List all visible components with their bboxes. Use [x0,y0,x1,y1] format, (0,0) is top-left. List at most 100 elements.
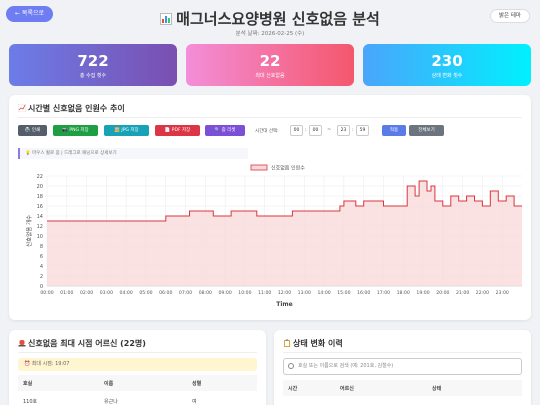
theme-toggle-button[interactable]: 밝은 테마 [490,9,530,23]
end-minute-input[interactable]: 59 [356,125,369,136]
back-button[interactable]: ← 목록으로 [6,6,54,22]
x-tick-label: 06:00 [159,290,172,296]
x-tick-label: 22:00 [476,290,489,296]
x-tick-label: 09:00 [219,290,232,296]
search-icon [288,363,294,369]
x-tick-label: 01:00 [60,290,73,296]
x-tick-label: 10:00 [238,290,251,296]
x-tick-label: 15:00 [337,290,350,296]
x-tick-label: 16:00 [357,290,370,296]
stat-card-max: 22 최대 신호없음 [186,44,354,86]
pdf-save-button[interactable]: 📄 PDF 저장 [155,125,200,136]
line-chart[interactable]: 신호없음 인원수 0 2 4 6 8 10 12 14 16 18 20 22 00:00 01:00 02… [9,161,531,316]
max-time-banner: ⏰ 최대 시점: 19:07 [18,358,257,371]
x-tick-label: 14:00 [317,290,330,296]
chart-section-title-text: 시간별 신호없음 인원수 추이 [28,104,125,113]
stat-card-changes: 230 상태 변화 횟수 [363,44,531,86]
y-tick-label: 0 [40,284,43,290]
time-range-label: 시간대 선택: [255,129,279,134]
status-history-title: 상태 변화 이력 [283,338,343,349]
y-tick-label: 8 [40,244,43,250]
png-save-button[interactable]: 📷 PNG 저장 [53,125,98,136]
history-search-input[interactable]: 호실 또는 이름으로 검색 (예: 201호, 김철수) [283,358,522,375]
col-status: 상태 [432,386,442,392]
x-tick-label: 08:00 [199,290,212,296]
stat-label: 상태 변화 횟수 [431,73,463,79]
chart-section-title: 시간별 신호없음 인원수 추이 [18,103,125,114]
show-all-button[interactable]: 전체보기 [409,125,444,136]
series-area [47,181,522,286]
x-tick-label: 00:00 [40,290,53,296]
x-tick-label: 07:00 [179,290,192,296]
y-tick-label: 22 [37,174,43,180]
x-tick-label: 21:00 [456,290,469,296]
col-room: 호실 [23,381,33,387]
x-tick-label: 13:00 [298,290,311,296]
x-tick-label: 23:00 [496,290,509,296]
y-tick-label: 6 [40,254,43,260]
page-title: 매그너스요양병원 신호없음 분석 [0,8,540,29]
table-header [18,375,257,391]
divider [283,352,522,353]
page-title-text: 매그너스요양병원 신호없음 분석 [176,10,380,28]
clipboard-icon [284,339,290,347]
print-button[interactable]: 🖨️ 인쇄 [18,125,47,136]
siren-icon [18,340,26,347]
table-cell: 110호 [23,399,38,405]
table-cell: 여 [192,399,197,405]
x-tick-label: 04:00 [120,290,133,296]
y-tick-label: 18 [37,194,43,200]
divider [18,352,257,353]
x-tick-label: 12:00 [278,290,291,296]
x-tick-label: 11:00 [258,290,271,296]
search-placeholder: 호실 또는 이름으로 검색 (예: 201호, 김철수) [298,363,394,369]
start-minute-input[interactable]: 00 [309,125,322,136]
jpg-save-button[interactable]: 🖼️ JPG 저장 [104,125,149,136]
end-hour-input[interactable]: 23 [337,125,350,136]
x-tick-label: 02:00 [80,290,93,296]
y-tick-label: 12 [37,224,43,230]
bar-chart-icon [160,13,173,25]
y-tick-label: 2 [40,274,43,280]
y-tick-label: 14 [37,214,43,220]
col-time: 시간 [288,386,298,392]
stat-value: 230 [431,52,463,70]
y-tick-label: 4 [40,264,43,270]
stat-value: 22 [259,52,281,70]
time-colon: : [352,127,354,133]
apply-button[interactable]: 적용 [382,125,406,136]
stat-value: 722 [77,52,109,70]
x-tick-label: 19:00 [416,290,429,296]
legend-swatch [250,164,268,171]
x-tick-label: 17:00 [377,290,390,296]
trend-chart-icon [18,104,26,112]
x-tick-label: 03:00 [100,290,113,296]
y-tick-label: 20 [37,184,43,190]
max-residents-card: 신호없음 최대 시점 어르신 (22명) ⏰ 최대 시점: 19:07 호실 이… [9,330,266,405]
analysis-date: 분석 날짜: 2026-02-25 (수) [235,31,305,37]
x-tick-label: 20:00 [436,290,449,296]
stat-label: 최대 신호없음 [255,73,285,79]
series-line [47,180,522,222]
chart-card: 시간별 신호없음 인원수 추이 🖨️ 인쇄 📷 PNG 저장 🖼️ JPG 저장… [9,95,531,320]
y-tick-label: 16 [37,204,43,210]
col-gender: 성별 [192,381,202,387]
range-separator: ~ [327,127,332,133]
max-residents-title: 신호없음 최대 시점 어르신 (22명) [18,338,146,349]
col-resident: 어르신 [340,386,354,392]
x-tick-label: 05:00 [139,290,152,296]
x-tick-label: 18:00 [397,290,410,296]
x-axis-label: Time [276,301,292,308]
start-hour-input[interactable]: 00 [290,125,303,136]
table-header [283,380,522,396]
zoom-reset-button[interactable]: 🔍 줌 리셋 [205,125,245,136]
time-colon: : [305,127,307,133]
stat-card-total: 722 총 수집 횟수 [9,44,177,86]
col-name: 이름 [104,381,114,387]
max-residents-title-text: 신호없음 최대 시점 어르신 (22명) [28,339,146,348]
status-history-card: 상태 변화 이력 호실 또는 이름으로 검색 (예: 201호, 김철수) 시간… [274,330,531,405]
table-cell: 유근나 [104,399,118,405]
legend-label: 신호없음 인원수 [271,165,305,172]
y-tick-label: 10 [37,234,43,240]
y-axis-label: 신호없음 개수 [25,215,33,247]
